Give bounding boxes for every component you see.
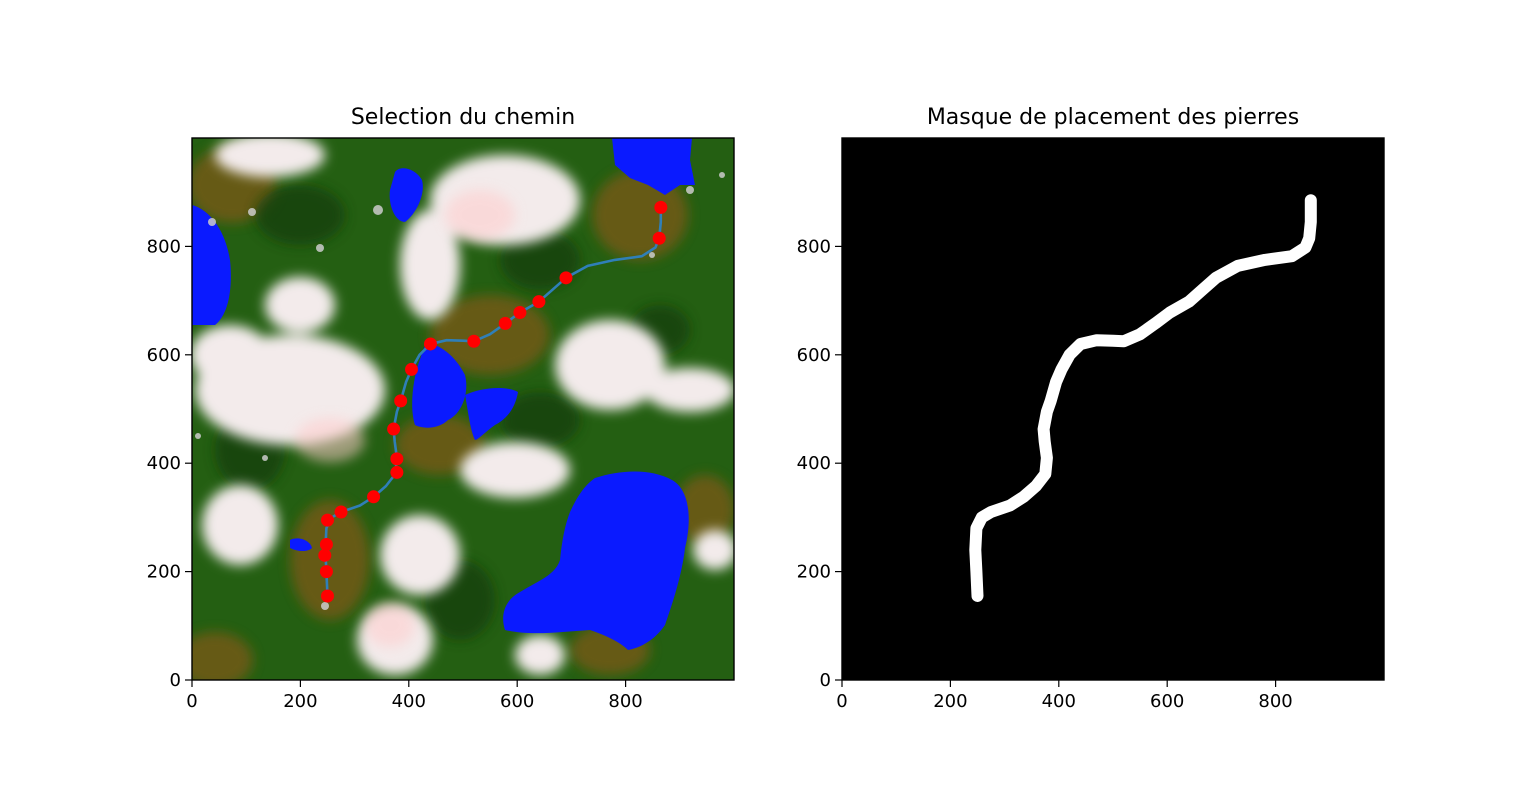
landmarks	[195, 172, 725, 610]
x-tick-label: 0	[836, 691, 847, 712]
control-point	[423, 337, 437, 351]
left-y-ticks: 0 200 400 600 800	[147, 236, 192, 691]
right-y-ticks: 0 200 400 600 800	[797, 236, 842, 691]
control-point	[390, 452, 404, 466]
control-point	[498, 316, 512, 330]
control-point	[513, 306, 527, 320]
control-point	[654, 200, 668, 214]
y-tick-label: 0	[820, 670, 831, 691]
control-point	[334, 505, 348, 519]
water-bodies	[192, 138, 695, 650]
y-tick-label: 200	[147, 562, 181, 583]
control-point	[318, 548, 332, 562]
x-tick-label: 400	[1042, 691, 1076, 712]
control-point	[559, 271, 573, 285]
control-point	[390, 465, 404, 479]
snow-tint	[295, 190, 515, 647]
control-point	[652, 231, 666, 245]
y-tick-label: 400	[797, 453, 831, 474]
y-tick-label: 0	[170, 670, 181, 691]
right-x-ticks: 0 200 400 600 800	[836, 680, 1293, 712]
control-point	[321, 589, 334, 603]
y-tick-label: 200	[797, 562, 831, 583]
x-tick-label: 600	[1150, 691, 1184, 712]
left-panel: Selection du chemin	[147, 105, 735, 712]
mask-band	[969, 194, 1317, 602]
x-tick-label: 400	[392, 691, 426, 712]
y-tick-label: 600	[797, 345, 831, 366]
path-series-line	[324, 206, 663, 598]
mask-path-band	[969, 194, 1317, 602]
x-tick-label: 200	[283, 691, 317, 712]
terrain-map	[192, 138, 734, 680]
left-axes-frame	[191, 137, 735, 681]
control-point	[367, 490, 381, 504]
x-tick-label: 800	[608, 691, 642, 712]
mask-background	[842, 138, 1384, 680]
control-point	[321, 513, 334, 527]
x-tick-label: 800	[1258, 691, 1292, 712]
control-point	[387, 422, 401, 436]
right-axes-frame	[841, 137, 1385, 681]
left-x-ticks: 0 200 400 600 800	[186, 680, 643, 712]
control-point	[394, 394, 408, 408]
x-tick-label: 600	[500, 691, 534, 712]
path-line	[324, 206, 663, 598]
control-point	[532, 295, 546, 309]
control-point	[319, 538, 333, 551]
right-title: Masque de placement des pierres	[927, 105, 1299, 130]
y-tick-label: 800	[797, 236, 831, 257]
right-panel: Masque de placement des pierres 0 200 400 6…	[797, 105, 1385, 712]
y-tick-label: 800	[147, 236, 181, 257]
x-tick-label: 200	[933, 691, 967, 712]
control-point	[405, 362, 419, 376]
control-point	[319, 565, 333, 579]
y-tick-label: 600	[147, 345, 181, 366]
left-title: Selection du chemin	[351, 105, 575, 130]
x-tick-label: 0	[186, 691, 197, 712]
control-points	[318, 200, 668, 603]
y-tick-label: 400	[147, 453, 181, 474]
control-point	[467, 334, 481, 348]
